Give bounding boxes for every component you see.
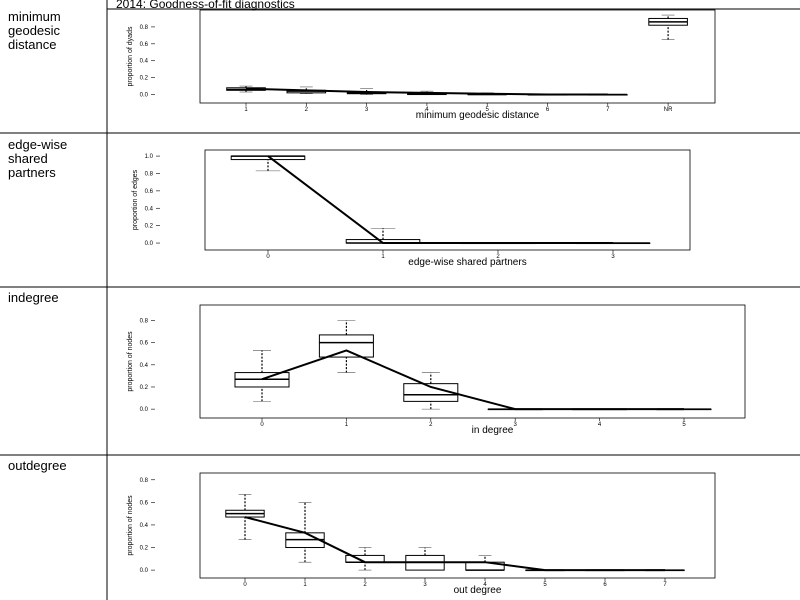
- y-tick-label: 0.0: [145, 241, 154, 247]
- x-tick-label: 5: [682, 422, 686, 428]
- y-tick-label: 0.8: [140, 319, 149, 325]
- y-axis-label: proportion of edges: [132, 169, 139, 230]
- x-tick-label: 4: [483, 582, 487, 588]
- row-label: indegree: [8, 290, 59, 305]
- x-axis-label: out degree: [454, 585, 502, 596]
- x-tick-label: 2: [429, 422, 433, 428]
- x-axis-label: in degree: [472, 425, 514, 436]
- y-tick-label: 0.8: [140, 478, 149, 484]
- x-tick-label: 0: [266, 254, 270, 260]
- x-tick-label: 7: [606, 107, 610, 113]
- y-tick-label: 0.4: [140, 363, 149, 369]
- observed-line: [267, 155, 613, 245]
- y-axis-label: proportion of nodes: [127, 331, 134, 392]
- x-tick-label: 3: [611, 254, 615, 260]
- x-tick-label: 2: [305, 107, 309, 113]
- plot-frame: [199, 472, 716, 579]
- y-axis-label: proportion of nodes: [127, 495, 134, 556]
- y-tick-label: 0.2: [145, 224, 154, 230]
- row-label: minimum geodesic distance: [8, 9, 61, 52]
- observed-line: [244, 516, 665, 572]
- row-label: edge-wise shared partners: [8, 137, 68, 180]
- x-tick-label: 1: [345, 422, 349, 428]
- y-tick-label: 0.4: [140, 523, 149, 529]
- y-tick-label: 0.2: [140, 76, 149, 82]
- x-tick-label: NR: [664, 107, 673, 113]
- x-tick-label: 7: [663, 582, 667, 588]
- y-tick-label: 0.0: [140, 93, 149, 99]
- x-axis-label: minimum geodesic distance: [416, 110, 540, 121]
- box: [318, 334, 374, 358]
- observed-line: [261, 349, 684, 411]
- y-tick-label: 0.6: [140, 500, 149, 506]
- y-tick-label: 0.2: [140, 546, 149, 552]
- x-tick-label: 3: [514, 422, 518, 428]
- y-tick-label: 0.8: [140, 25, 149, 31]
- y-tick-label: 0.4: [140, 59, 149, 65]
- x-tick-label: 0: [260, 422, 264, 428]
- x-tick-label: 3: [365, 107, 369, 113]
- observed-line: [245, 87, 608, 96]
- x-tick-label: 1: [244, 107, 248, 113]
- y-tick-label: 0.4: [145, 206, 154, 212]
- x-tick-label: 2: [496, 254, 500, 260]
- x-tick-label: 0: [243, 582, 247, 588]
- x-tick-label: 6: [603, 582, 607, 588]
- x-tick-label: 3: [423, 582, 427, 588]
- plot-frame: [199, 9, 716, 104]
- x-tick-label: 2: [363, 582, 367, 588]
- x-tick-label: 5: [543, 582, 547, 588]
- x-tick-label: 6: [546, 107, 550, 113]
- x-tick-label: 4: [598, 422, 602, 428]
- x-tick-label: 5: [486, 107, 490, 113]
- x-axis-label: edge-wise shared partners: [408, 257, 526, 268]
- page-title: 2014: Goodness-of-fit diagnostics: [116, 0, 295, 11]
- y-tick-label: 0.8: [145, 171, 154, 177]
- x-tick-label: 1: [381, 254, 385, 260]
- plot-frame: [199, 304, 746, 419]
- x-tick-label: 4: [425, 107, 429, 113]
- y-tick-label: 0.2: [140, 385, 149, 391]
- x-tick-label: 1: [303, 582, 307, 588]
- y-axis-label: proportion of dyads: [127, 26, 134, 86]
- y-tick-label: 0.6: [140, 42, 149, 48]
- y-tick-label: 1.0: [145, 154, 154, 160]
- y-tick-label: 0.6: [145, 189, 154, 195]
- y-tick-label: 0.0: [140, 407, 149, 413]
- y-tick-label: 0.6: [140, 341, 149, 347]
- row-label: outdegree: [8, 458, 67, 473]
- plot-frame: [204, 149, 691, 251]
- box: [403, 383, 459, 402]
- y-tick-label: 0.0: [140, 568, 149, 574]
